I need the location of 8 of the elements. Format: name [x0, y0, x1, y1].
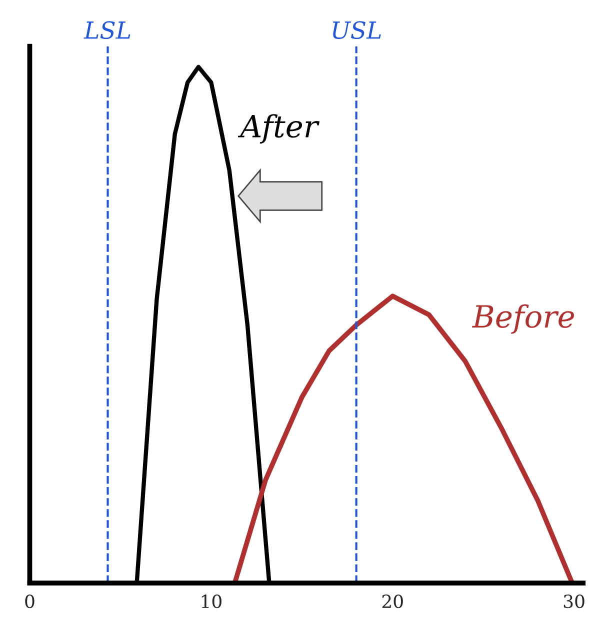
ref-line-label: LSL [84, 21, 130, 40]
series-label: After [238, 114, 320, 144]
series-label: Before [472, 304, 574, 334]
x-tick-label: 0 [25, 594, 34, 608]
x-tick-label: 10 [202, 594, 222, 608]
x-tick-label: 30 [564, 594, 584, 608]
ref-line-label: USL [333, 21, 381, 40]
x-tick-label: 20 [382, 594, 403, 608]
